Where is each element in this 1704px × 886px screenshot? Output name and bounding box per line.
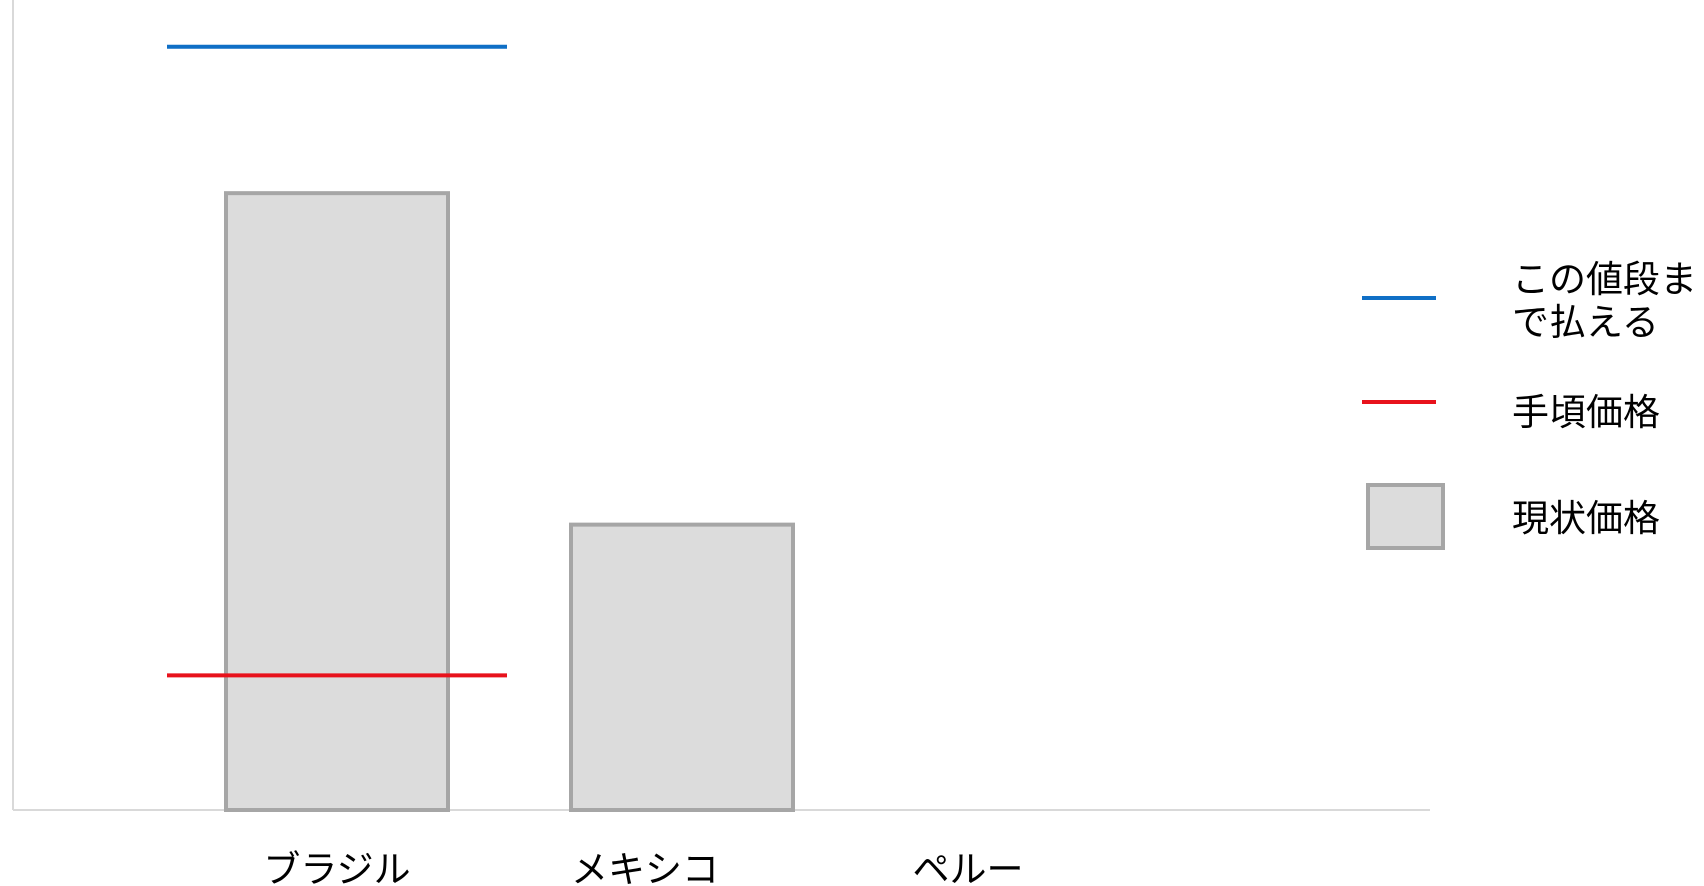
category-label-brazil: ブラジル xyxy=(263,848,410,886)
legend-swatch-box xyxy=(1366,483,1445,550)
bar-current-brazil xyxy=(224,191,450,812)
lines-layer xyxy=(167,44,507,678)
category-label-peru: ペルー xyxy=(913,848,1024,886)
legend-label-willing-line1: この値段ま xyxy=(1512,258,1697,301)
bars-layer xyxy=(224,191,795,813)
legend: この値段ま で払える 手頃価格 現状価格 xyxy=(1362,258,1697,550)
legend-label-affordable: 手頃価格 xyxy=(1512,391,1660,434)
bar-current-mexico xyxy=(569,522,795,813)
legend-label-willing-line2: で払える xyxy=(1512,301,1659,344)
category-label-mexico: メキシコ xyxy=(571,848,719,886)
legend-label-current: 現状価格 xyxy=(1512,497,1660,540)
